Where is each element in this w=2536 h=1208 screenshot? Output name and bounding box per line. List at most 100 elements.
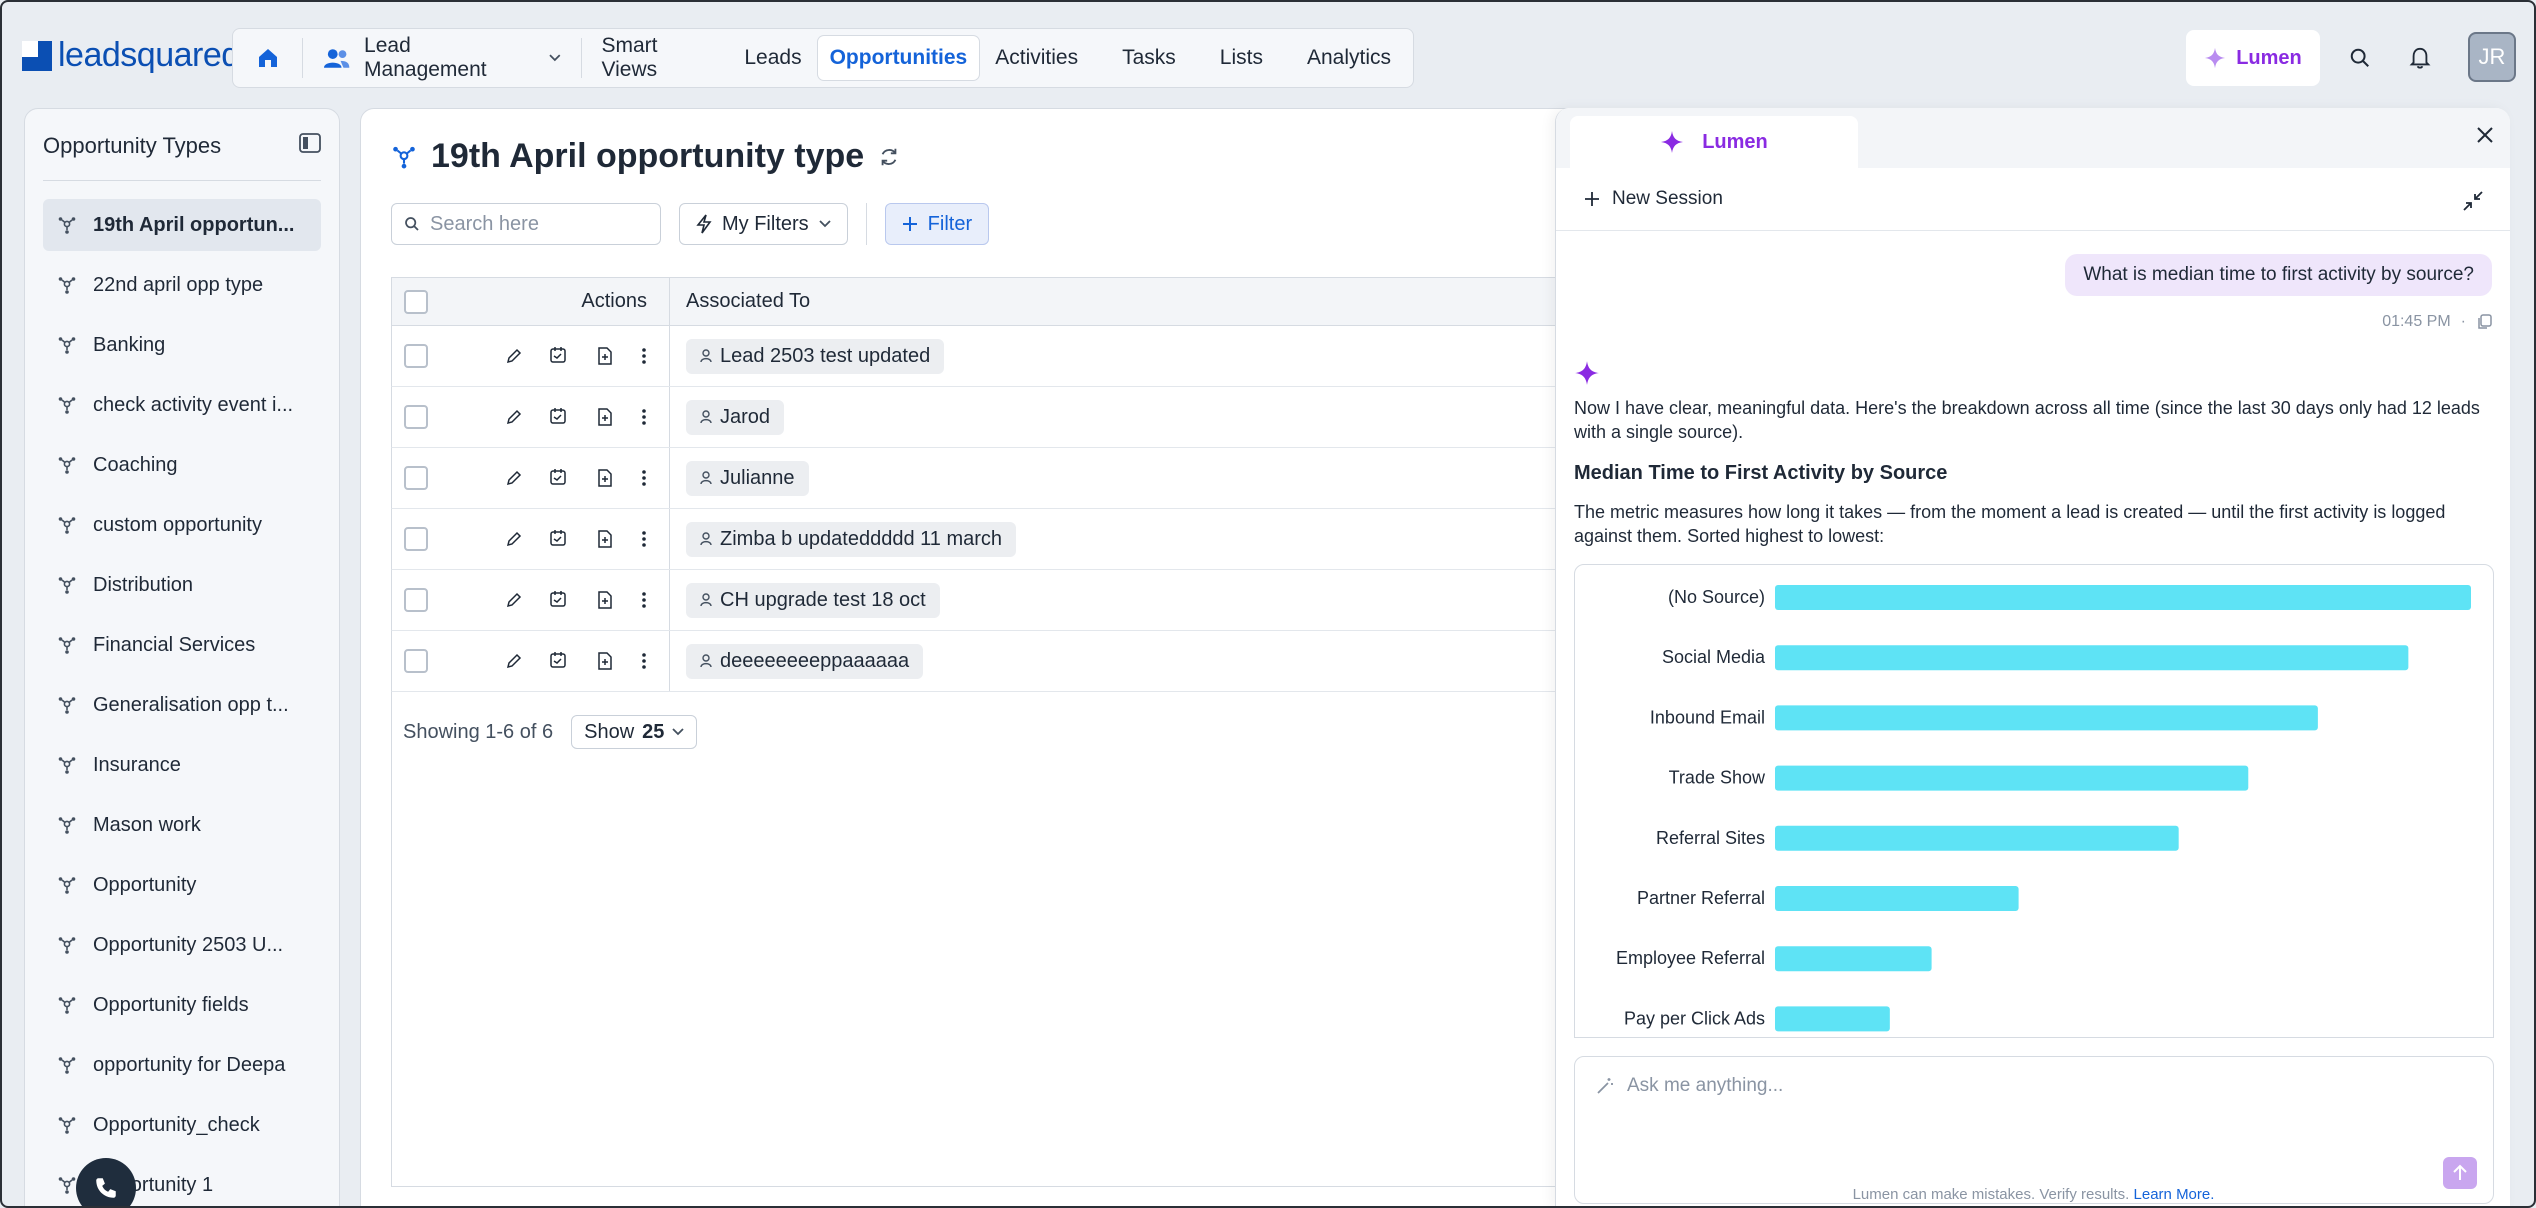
add-activity-icon[interactable] (549, 529, 569, 549)
add-task-icon[interactable] (595, 529, 615, 549)
bar[interactable] (1775, 645, 2409, 671)
lead-chip[interactable]: CH upgrade test 18 oct (686, 582, 940, 618)
edit-icon[interactable] (505, 408, 523, 426)
more-options-icon[interactable] (641, 591, 647, 609)
nav-opportunities[interactable]: Opportunities (817, 36, 980, 80)
sidebar-item[interactable]: opportunity for Deepa (43, 1039, 321, 1091)
new-session-button[interactable]: New Session (1584, 188, 1723, 210)
sidebar-item[interactable]: Mason work (43, 799, 321, 851)
sidebar-item[interactable]: check activity event i... (43, 379, 321, 431)
nav-leads[interactable]: Leads (744, 46, 802, 69)
search-input[interactable] (430, 212, 630, 236)
phone-call-button[interactable] (76, 1158, 136, 1208)
lead-chip[interactable]: Julianne (686, 460, 809, 496)
more-options-icon[interactable] (641, 469, 647, 487)
lead-chip[interactable]: Lead 2503 test updated (686, 338, 945, 374)
more-options-icon[interactable] (641, 652, 647, 670)
learn-more-link[interactable]: Learn More. (2133, 1186, 2215, 1203)
edit-icon[interactable] (505, 469, 523, 487)
minimize-lumen-button[interactable] (2462, 190, 2484, 217)
sidebar-item[interactable]: 19th April opportun... (43, 199, 321, 251)
global-search-button[interactable] (2342, 40, 2378, 76)
associated-to-header[interactable]: Associated To (686, 290, 811, 312)
module-switcher[interactable]: Lead Management (309, 34, 575, 81)
more-options-icon[interactable] (641, 347, 647, 365)
lead-chip[interactable]: Jarod (686, 399, 785, 435)
add-task-icon[interactable] (595, 651, 615, 671)
edit-icon[interactable] (505, 347, 523, 365)
row-checkbox[interactable] (404, 588, 428, 612)
add-task-icon[interactable] (595, 346, 615, 366)
bar[interactable] (1775, 705, 2318, 731)
sidebar-item[interactable]: Distribution (43, 559, 321, 611)
bar[interactable] (1775, 825, 2179, 851)
send-button[interactable] (2443, 1157, 2477, 1189)
table-row: Lead 2503 test updated (391, 326, 1591, 387)
add-activity-icon[interactable] (549, 590, 569, 610)
page-header: 19th April opportunity type (391, 137, 900, 176)
add-activity-icon[interactable] (549, 346, 569, 366)
tab-lumen[interactable]: Lumen (1570, 116, 1858, 168)
lead-chip[interactable]: deeeeeeeeppaaaaaa (686, 643, 924, 679)
add-task-icon[interactable] (595, 590, 615, 610)
sidebar-item[interactable]: custom opportunity (43, 499, 321, 551)
add-activity-icon[interactable] (549, 407, 569, 427)
row-checkbox[interactable] (404, 649, 428, 673)
nav-tasks[interactable]: Tasks (1122, 46, 1176, 69)
nav-lists[interactable]: Lists (1219, 46, 1263, 69)
sidebar-item[interactable]: Opportunity fields (43, 979, 321, 1031)
actions-header: Actions (440, 278, 670, 325)
sidebar-item[interactable]: Coaching (43, 439, 321, 491)
bar[interactable] (1775, 946, 1932, 972)
lead-chip[interactable]: Zimba b updateddddd 11 march (686, 521, 1017, 557)
copy-icon[interactable] (2476, 314, 2492, 330)
page-size-select[interactable]: Show 25 (571, 715, 698, 749)
nav-smart-views[interactable]: Smart Views (601, 34, 658, 81)
lumen-button[interactable]: Lumen (2186, 30, 2320, 86)
home-button[interactable] (241, 36, 296, 80)
bar[interactable] (1775, 585, 2471, 610)
user-avatar[interactable]: JR (2468, 32, 2516, 82)
sidebar-item[interactable]: Opportunity 2503 U... (43, 919, 321, 971)
bar[interactable] (1775, 1006, 1890, 1032)
refresh-icon[interactable] (878, 146, 900, 168)
select-all-checkbox[interactable] (404, 289, 428, 314)
add-task-icon[interactable] (595, 468, 615, 488)
chat-composer[interactable]: Ask me anything... (1574, 1056, 2494, 1204)
add-task-icon[interactable] (595, 407, 615, 427)
row-checkbox[interactable] (404, 527, 428, 551)
row-checkbox[interactable] (404, 466, 428, 490)
sidebar-item[interactable]: Generalisation opp t... (43, 679, 321, 731)
add-filter-button[interactable]: Filter (884, 203, 990, 245)
sidebar-item[interactable]: Financial Services (43, 619, 321, 671)
chat-input[interactable]: Ask me anything... (1627, 1075, 1784, 1096)
edit-icon[interactable] (505, 530, 523, 548)
sidebar-item[interactable]: 22nd april opp type (43, 259, 321, 311)
nav-analytics[interactable]: Analytics (1306, 46, 1392, 69)
add-activity-icon[interactable] (549, 651, 569, 671)
assistant-intro: Now I have clear, meaningful data. Here'… (1574, 398, 2480, 442)
bar[interactable] (1775, 886, 2019, 911)
sidebar-item[interactable]: Banking (43, 319, 321, 371)
more-options-icon[interactable] (641, 530, 647, 548)
row-checkbox[interactable] (404, 405, 428, 429)
notifications-button[interactable] (2402, 40, 2438, 76)
sparkle-icon (2205, 47, 2226, 69)
close-lumen-button[interactable] (2476, 126, 2494, 149)
row-checkbox[interactable] (404, 344, 428, 368)
sidebar-item[interactable]: Opportunity_check (43, 1099, 321, 1151)
leadsquared-logo[interactable]: leadsquared (22, 36, 240, 75)
edit-icon[interactable] (505, 652, 523, 670)
add-activity-icon[interactable] (549, 468, 569, 488)
more-options-icon[interactable] (641, 408, 647, 426)
edit-icon[interactable] (505, 591, 523, 609)
lightning-icon (696, 214, 712, 234)
my-filters-button[interactable]: My Filters (679, 203, 848, 245)
sidebar-item-label: Opportunity fields (93, 993, 249, 1016)
sidebar-item[interactable]: Opportunity (43, 859, 321, 911)
category-label: Trade Show (1669, 768, 1766, 788)
nav-activities[interactable]: Activities (995, 46, 1079, 69)
bar[interactable] (1775, 765, 2249, 791)
collapse-sidebar-button[interactable] (299, 133, 321, 158)
sidebar-item[interactable]: Insurance (43, 739, 321, 791)
